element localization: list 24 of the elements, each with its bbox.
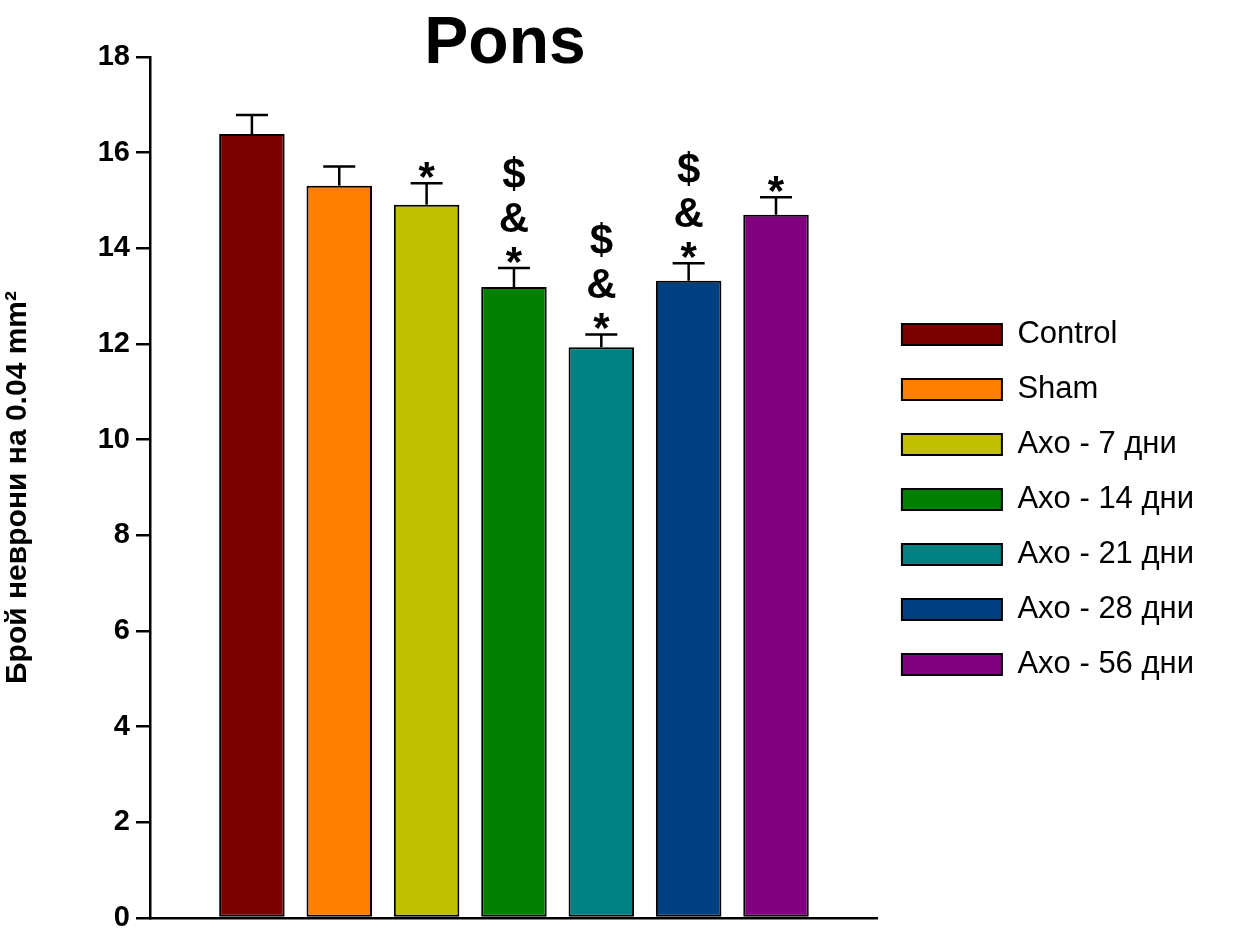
y-tick-label: 12 — [97, 326, 130, 358]
y-tick-label: 18 — [97, 39, 130, 71]
y-tick-label: 14 — [97, 230, 130, 263]
y-tick-label: 16 — [97, 134, 130, 167]
y-tick-label: 2 — [113, 804, 130, 837]
data-label: $ & * — [498, 149, 530, 285]
legend-label: Sham — [1017, 370, 1099, 406]
data-label: * — [767, 167, 785, 215]
legend-label: Axo - 7 дни — [1017, 425, 1177, 461]
legend-label: Axo - 28 дни — [1017, 590, 1195, 626]
y-tick-label: 8 — [113, 517, 130, 550]
y-tick-label: 0 — [113, 900, 130, 932]
legend-label: Axo - 21 дни — [1017, 535, 1195, 571]
data-label: $ & * — [673, 145, 704, 281]
legend-label: Axo - 14 дни — [1017, 480, 1195, 516]
y-tick-label: 6 — [113, 613, 130, 645]
legend-label: Axo - 56 дни — [1017, 645, 1195, 681]
y-tick-label: 10 — [97, 421, 130, 454]
y-tick-label: 4 — [113, 708, 130, 741]
data-label: $ & * — [586, 216, 617, 352]
legend-label: Control — [1017, 315, 1118, 351]
chart-title: Pons — [423, 2, 587, 79]
y-axis-title: Брой неврони на 0.04 mm² — [0, 291, 33, 684]
data-label: * — [418, 153, 436, 201]
